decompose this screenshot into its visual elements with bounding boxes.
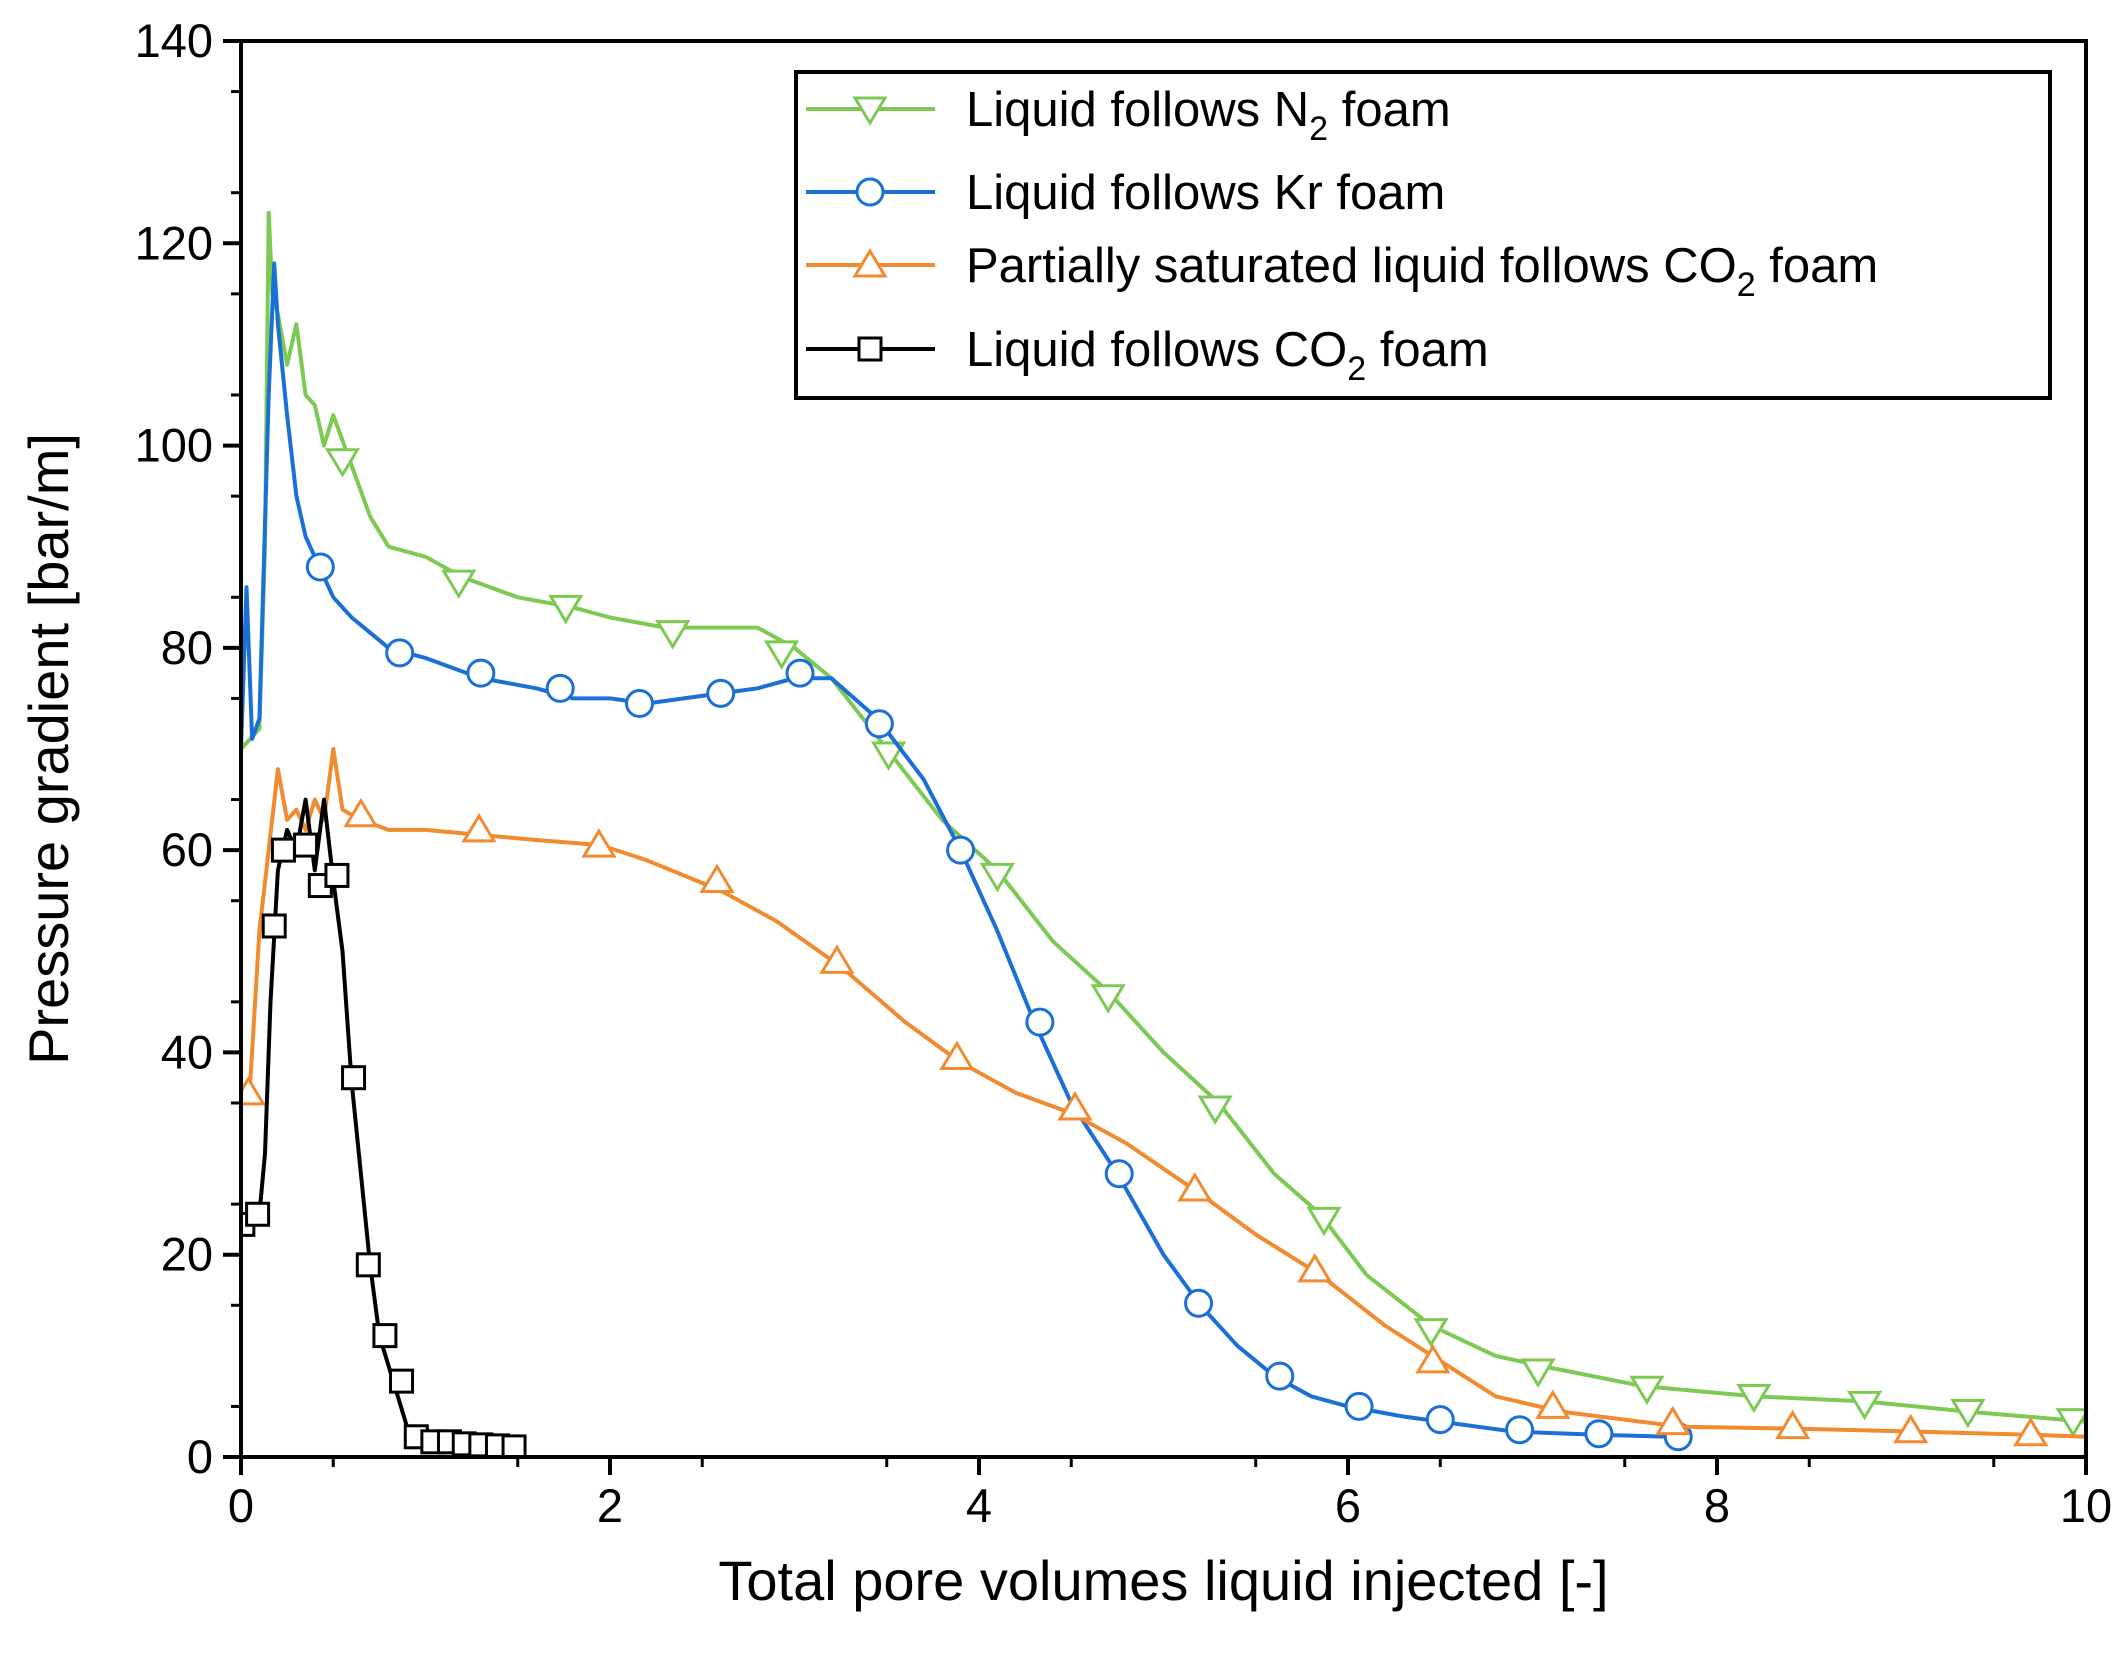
legend-marker [857, 336, 883, 362]
data-point-3 [261, 913, 287, 939]
series-group-0 [241, 210, 2086, 1438]
data-point-1 [1584, 1419, 1614, 1449]
data-point-1 [864, 709, 894, 739]
data-point-3 [389, 1368, 415, 1394]
data-point-3 [245, 1201, 271, 1227]
y-tick-label: 120 [135, 216, 213, 269]
data-point-1 [1425, 1405, 1455, 1435]
data-point-3 [372, 1323, 398, 1349]
data-point-0 [655, 620, 691, 650]
data-point-1 [946, 835, 976, 865]
series-layer [241, 210, 2086, 1457]
data-point-3 [355, 1252, 381, 1278]
data-point-0 [548, 594, 584, 625]
data-point-2 [1774, 1409, 1811, 1440]
data-point-0 [1306, 1206, 1342, 1237]
data-point-3 [293, 832, 319, 858]
y-tick-label: 0 [187, 1430, 213, 1483]
data-point-2 [1297, 1252, 1333, 1283]
data-point-0 [441, 569, 477, 600]
data-point-0 [979, 862, 1016, 893]
legend-box [794, 70, 2052, 400]
y-axis-title: Pressure gradient [bar/m] [17, 433, 80, 1065]
data-point-3 [341, 1065, 367, 1091]
data-point-1 [1505, 1415, 1535, 1445]
data-point-0 [324, 448, 361, 478]
series-group-2 [241, 747, 2086, 1447]
data-point-0 [870, 741, 907, 771]
data-point-0 [1950, 1398, 1986, 1429]
data-point-0 [1413, 1318, 1449, 1348]
data-point-2 [939, 1040, 975, 1070]
data-point-2 [581, 828, 617, 858]
y-tick-label: 20 [161, 1228, 213, 1281]
data-point-1 [1025, 1007, 1055, 1037]
data-point-2 [1893, 1413, 1929, 1444]
legend-label: Liquid follows Kr foam [966, 166, 1445, 220]
data-point-1 [385, 638, 415, 668]
data-point-0 [1090, 984, 1126, 1014]
x-axis-title: Total pore volumes liquid injected [-] [718, 1549, 1608, 1612]
y-tick-label: 40 [161, 1025, 213, 1078]
data-point-1 [305, 552, 335, 582]
x-tick-label: 10 [2060, 1479, 2112, 1532]
data-point-0 [1736, 1383, 1772, 1414]
x-tick-label: 2 [597, 1479, 623, 1532]
data-point-1 [466, 658, 496, 688]
data-point-1 [1104, 1159, 1134, 1189]
x-tick-label: 8 [1704, 1479, 1730, 1532]
x-tick-label: 4 [966, 1479, 992, 1532]
data-point-1 [545, 673, 575, 703]
legend-label: Partially saturated liquid follows CO2 f… [966, 239, 1878, 304]
y-tick-label: 140 [135, 14, 213, 67]
data-point-2 [699, 863, 735, 893]
x-tick-label: 0 [228, 1479, 254, 1532]
legend-label: Liquid follows CO2 foam [966, 323, 1489, 388]
data-point-3 [270, 837, 296, 863]
data-point-0 [1520, 1358, 1556, 1388]
series-line-0 [241, 210, 2086, 1424]
data-point-2 [1415, 1343, 1451, 1374]
data-point-1 [706, 678, 736, 708]
data-point-1 [1265, 1361, 1295, 1391]
data-point-0 [1629, 1375, 1665, 1406]
data-point-0 [1846, 1390, 1883, 1421]
data-point-1 [625, 688, 655, 718]
data-point-0 [763, 640, 800, 670]
y-tick-label: 100 [135, 419, 213, 472]
legend-label: Liquid follows N2 foam [966, 83, 1451, 148]
x-tick-label: 6 [1335, 1479, 1361, 1532]
plot-area-frame [239, 39, 2088, 1459]
data-point-1 [1344, 1391, 1374, 1421]
data-point-2 [819, 944, 855, 974]
y-tick-label: 60 [161, 823, 213, 876]
legend-marker [852, 96, 888, 126]
data-point-0 [1197, 1095, 1233, 1125]
data-point-2 [2013, 1416, 2049, 1447]
data-point-2 [1057, 1091, 1093, 1121]
data-point-0 [2055, 1408, 2086, 1438]
data-point-2 [343, 797, 379, 828]
data-point-2 [1177, 1172, 1213, 1202]
legend-marker [852, 248, 888, 278]
legend-marker [855, 177, 885, 207]
y-tick-label: 80 [161, 621, 213, 674]
legend: Liquid follows N2 foam Liquid follows Kr … [794, 70, 2052, 400]
data-point-2 [461, 812, 497, 843]
data-point-3 [324, 862, 350, 888]
data-point-2 [1655, 1405, 1691, 1436]
series-group-1 [241, 261, 1693, 1452]
data-point-2 [1535, 1389, 1571, 1419]
data-point-1 [1184, 1288, 1214, 1318]
data-point-1 [785, 658, 815, 688]
data-point-3 [501, 1434, 527, 1457]
data-point-2 [241, 1075, 267, 1106]
